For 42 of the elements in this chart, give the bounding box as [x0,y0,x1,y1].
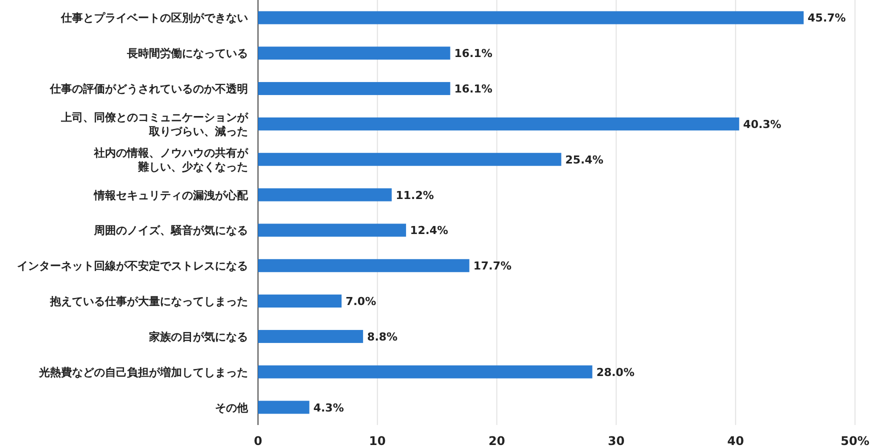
data-label: 16.1% [454,82,492,96]
y-tick-label: 社内の情報、ノウハウの共有が難しい、少なくなった [93,146,249,174]
y-tick-label: インターネット回線が不安定でストレスになる [17,260,248,273]
bar [258,152,562,166]
data-label: 12.4% [410,224,448,238]
data-label: 17.7% [473,260,512,273]
data-label: 45.7% [808,12,846,25]
y-tick-label: 長時間労働になっている [126,47,248,60]
x-tick-label: 40 [727,434,744,448]
y-tick-label: 仕事の評価がどうされているのか不透明 [49,82,248,96]
bar [258,11,804,24]
bar [258,294,342,308]
data-label: 4.3% [313,401,344,414]
bar [258,46,450,60]
bar [258,117,740,130]
y-tick-label: 仕事とプライベートの区別ができない [60,12,248,25]
y-tick-label: 光熱費などの自己負担が増加してしまった [38,366,248,379]
bar [258,330,364,343]
bar [258,224,406,237]
bar [258,259,470,272]
data-label: 7.0% [346,295,376,308]
bar [258,400,310,414]
x-tick-label: 20 [488,434,506,448]
x-tick-label: 50% [840,434,870,448]
x-tick-label: 10 [369,434,386,448]
y-tick-label: 情報セキュリティの漏洩が心配 [93,188,249,202]
data-label: 25.4% [565,153,604,166]
y-tick-label: 周囲のノイズ、騒音が気になる [93,224,248,238]
bar [258,82,450,96]
data-label: 28.0% [596,366,634,379]
y-tick-label: 家族の目が気になる [148,330,248,344]
y-tick-label: 上司、同僚とのコミュニケーションが取りづらい、減った [60,110,249,138]
y-tick-label: 抱えている仕事が大量になってしまった [49,295,248,308]
y-tick-label: その他 [215,401,249,414]
bar [258,188,392,202]
x-tick-label: 30 [608,434,625,448]
data-label: 8.8% [367,330,398,344]
bar [258,365,592,378]
data-label: 16.1% [454,47,492,60]
x-tick-label: 0 [254,434,262,448]
data-label: 40.3% [743,118,782,131]
data-label: 11.2% [396,188,434,202]
